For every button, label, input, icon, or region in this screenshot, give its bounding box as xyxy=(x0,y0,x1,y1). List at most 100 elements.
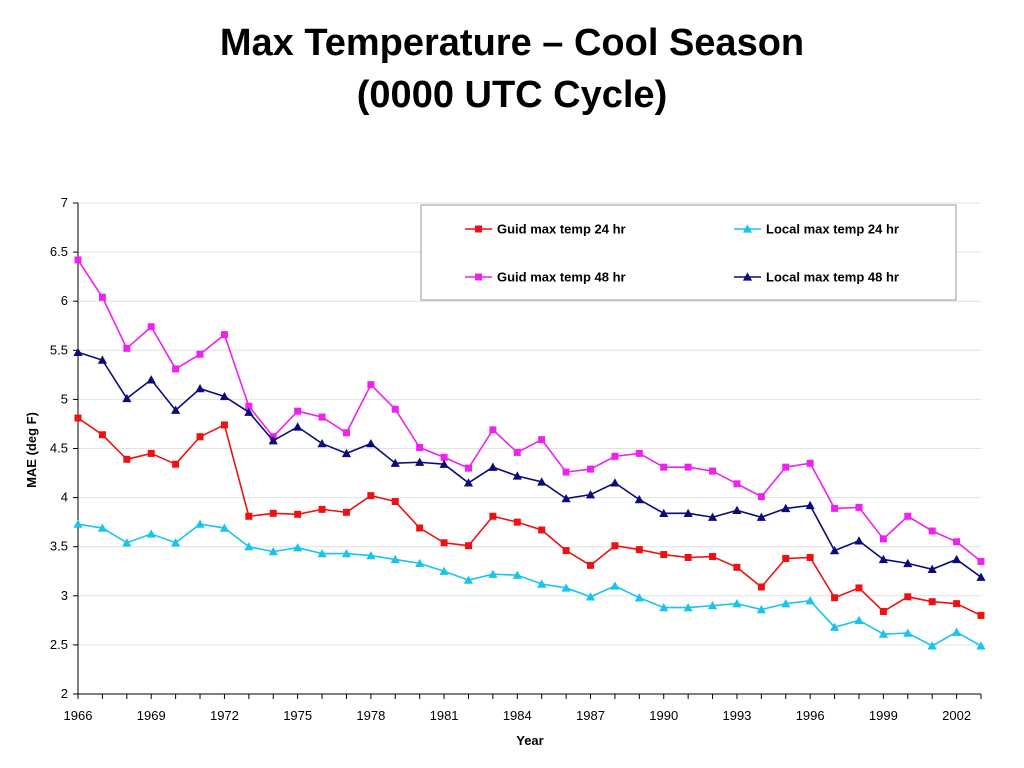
data-point xyxy=(342,429,350,437)
data-point xyxy=(732,505,742,515)
data-point xyxy=(683,508,693,517)
data-point xyxy=(733,563,741,571)
data-point xyxy=(244,542,254,551)
legend-entry: Guid max temp 24 hr xyxy=(465,222,626,237)
data-point xyxy=(709,553,717,561)
data-point xyxy=(294,407,302,415)
data-point xyxy=(683,602,693,612)
data-point xyxy=(294,510,302,518)
plot-series xyxy=(73,256,986,650)
y-tick-label: 2.5 xyxy=(50,637,68,652)
series-line xyxy=(77,351,982,578)
data-point xyxy=(756,512,766,521)
data-point xyxy=(634,593,644,602)
y-tick-label: 7 xyxy=(61,195,68,210)
data-point xyxy=(416,444,424,452)
data-point xyxy=(463,575,474,584)
legend-entry: Guid max temp 48 hr xyxy=(465,270,626,285)
data-point xyxy=(928,598,936,606)
data-point xyxy=(366,550,376,560)
data-point xyxy=(587,465,595,473)
data-point xyxy=(439,566,449,575)
data-point xyxy=(904,512,912,520)
data-point xyxy=(341,448,352,458)
data-point xyxy=(367,492,375,500)
data-point xyxy=(610,581,620,590)
data-point xyxy=(831,504,839,512)
data-point xyxy=(318,505,326,513)
data-point xyxy=(903,558,913,568)
data-point xyxy=(951,627,962,636)
data-point xyxy=(806,459,814,467)
data-point xyxy=(660,463,668,471)
data-point xyxy=(122,538,132,547)
legend-marker xyxy=(475,225,482,233)
series-line xyxy=(77,523,982,647)
x-tick-labels: 1966 1969 1972 1975 1978 1981 1984 1987 1990 1993… xyxy=(64,708,972,723)
series-line xyxy=(77,259,982,563)
axes xyxy=(73,202,982,699)
data-point xyxy=(415,558,425,568)
legend-label: Local max temp 48 hr xyxy=(766,270,899,285)
x-axis-label: Year xyxy=(516,733,543,748)
data-point xyxy=(927,564,937,573)
legend-marker xyxy=(475,273,482,281)
data-point xyxy=(587,561,595,569)
data-point xyxy=(293,543,303,552)
data-point xyxy=(829,546,840,555)
data-point xyxy=(489,426,497,434)
data-point xyxy=(244,407,254,416)
y-tick-label: 6 xyxy=(61,293,68,308)
data-point xyxy=(829,622,840,631)
data-point xyxy=(537,579,547,588)
data-point xyxy=(660,551,668,559)
data-point xyxy=(195,519,205,528)
data-point xyxy=(903,628,913,637)
data-point xyxy=(782,554,790,562)
data-point xyxy=(390,554,400,564)
data-point xyxy=(464,464,472,472)
data-point xyxy=(585,490,596,499)
data-point xyxy=(147,449,155,457)
y-tick-label: 3.5 xyxy=(50,539,68,554)
data-point xyxy=(488,462,498,471)
data-point xyxy=(268,436,278,445)
data-point xyxy=(562,547,570,555)
data-point xyxy=(219,391,230,401)
data-point xyxy=(854,536,864,545)
x-tick-label: 1969 xyxy=(137,708,166,723)
legend-marker xyxy=(742,272,753,281)
data-point xyxy=(195,383,205,393)
data-point xyxy=(97,355,108,364)
data-point xyxy=(585,592,596,601)
data-point xyxy=(561,493,571,503)
data-point xyxy=(440,539,448,547)
data-point xyxy=(489,512,497,520)
data-point xyxy=(805,596,815,605)
data-point xyxy=(73,347,83,356)
data-point xyxy=(415,457,425,466)
x-tick-label: 1981 xyxy=(430,708,459,723)
legend-entry: Local max temp 24 hr xyxy=(734,222,899,237)
chart-subtitle: (0000 UTC Cycle) xyxy=(356,74,668,116)
data-point xyxy=(709,467,717,475)
data-point xyxy=(733,480,741,488)
data-point xyxy=(879,535,887,543)
data-point xyxy=(391,405,399,413)
data-point xyxy=(293,422,303,431)
y-tick-label: 6.5 xyxy=(50,244,68,259)
data-point xyxy=(341,548,352,558)
chart-title: Max Temperature – Cool Season xyxy=(219,22,805,64)
data-point xyxy=(318,413,326,421)
series-1 xyxy=(74,414,985,619)
x-tick-label: 1984 xyxy=(503,708,532,723)
data-point xyxy=(269,509,277,517)
data-point xyxy=(927,641,937,650)
data-point xyxy=(610,478,620,487)
data-point xyxy=(757,583,765,591)
x-tick-label: 1975 xyxy=(283,708,312,723)
y-tick-label: 5 xyxy=(61,391,68,406)
y-tick-label: 5.5 xyxy=(50,342,68,357)
data-point xyxy=(659,508,669,517)
data-point xyxy=(953,600,961,608)
